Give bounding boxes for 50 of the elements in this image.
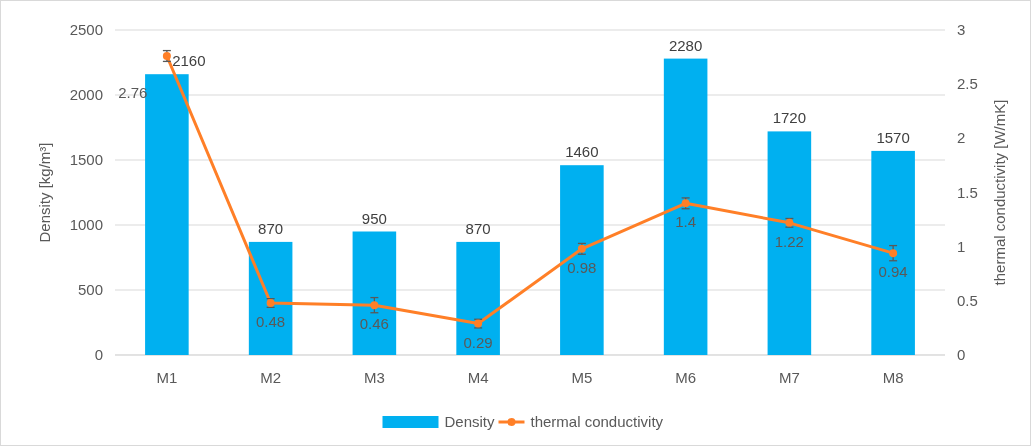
data-label: 1.22 <box>774 232 804 250</box>
legend-label: thermal conductivity <box>530 413 664 430</box>
x-tick-label: M3 <box>363 369 385 386</box>
y2-axis-title: thermal conductivity [W/mK] <box>991 99 1008 286</box>
x-tick-label: M8 <box>882 369 904 386</box>
data-label: 0.46 <box>359 315 389 333</box>
data-label: 2280 <box>668 36 703 54</box>
legend-label: Density <box>444 413 496 430</box>
y2-tick-label: 3 <box>957 21 966 38</box>
point <box>889 249 898 258</box>
bar <box>871 150 915 355</box>
data-label: 0.94 <box>878 263 908 281</box>
data-label: 0.48 <box>256 313 286 330</box>
data-label: 1570 <box>876 128 910 146</box>
data-label: 2160 <box>172 52 206 70</box>
data-label: 870 <box>465 219 491 237</box>
point <box>370 301 379 310</box>
bar <box>145 74 189 355</box>
bar <box>456 241 500 355</box>
x-tick-label: M2 <box>260 369 282 386</box>
y2-tick-label: 0.5 <box>957 291 978 309</box>
data-label: 1460 <box>565 143 599 161</box>
bar <box>560 165 604 355</box>
data-label: 0.29 <box>463 333 493 351</box>
data-label: 1720 <box>772 109 807 127</box>
y-tick-label: 500 <box>77 281 103 298</box>
x-tick-label: M5 <box>571 369 593 386</box>
x-tick-label: M7 <box>778 369 800 386</box>
x-tick-label: M4 <box>467 369 489 386</box>
y-tick-label: 1500 <box>69 151 103 168</box>
y2-tick-label: 1.5 <box>957 183 978 201</box>
y-tick-label: 2500 <box>69 21 103 38</box>
data-label: 0.98 <box>567 258 597 276</box>
data-label: 950 <box>361 209 387 227</box>
y-tick-label: 0 <box>94 346 103 363</box>
bar <box>248 241 293 355</box>
x-tick-label: M1 <box>156 369 178 386</box>
y-tick-label: 1000 <box>69 216 103 233</box>
y2-tick-label: 2.5 <box>957 75 978 93</box>
y-tick-label: 2000 <box>69 86 103 103</box>
bar <box>767 131 812 355</box>
x-tick-label: M6 <box>675 369 697 386</box>
y2-tick-label: 1 <box>957 237 966 255</box>
data-label: 870 <box>258 219 284 237</box>
y-axis-title: Density [kg/m³] <box>36 142 53 243</box>
y2-tick-label: 0 <box>957 346 966 363</box>
y2-tick-label: 2 <box>957 129 966 147</box>
data-label: 1.4 <box>675 213 697 231</box>
bar <box>352 231 397 355</box>
bar <box>663 58 708 355</box>
